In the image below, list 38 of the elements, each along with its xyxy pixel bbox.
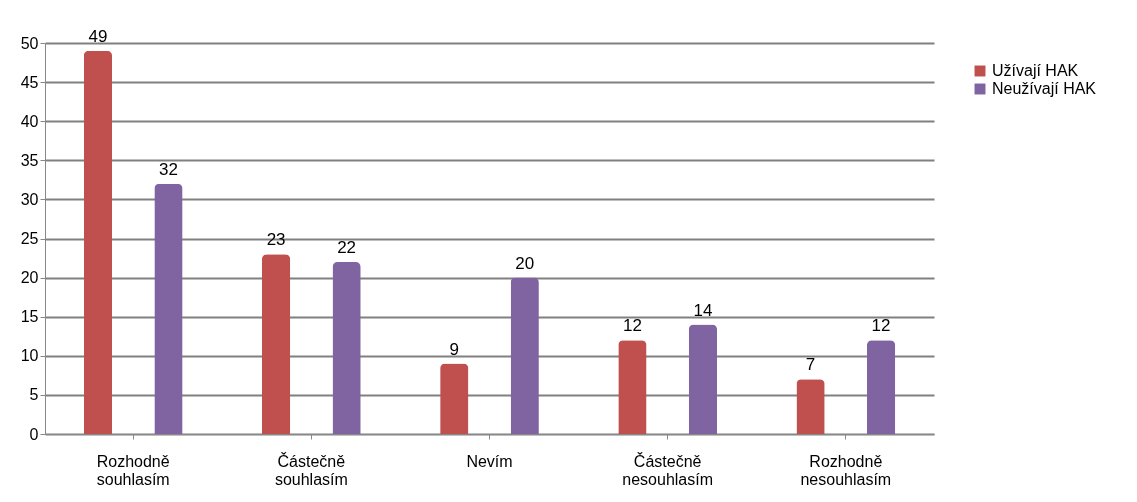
legend-label: Neužívají HAK <box>992 80 1097 97</box>
y-tick-label: 0 <box>29 425 39 443</box>
data-label: 22 <box>337 237 357 257</box>
data-label: 14 <box>693 300 713 320</box>
y-tick-label: 30 <box>20 190 39 208</box>
y-tick-label: 50 <box>20 34 39 52</box>
y-tick-label: 20 <box>20 269 39 287</box>
data-label: 20 <box>515 253 535 273</box>
bar <box>796 379 825 434</box>
data-label: 7 <box>805 355 816 375</box>
legend-label: Užívají HAK <box>992 62 1079 79</box>
y-tick-label: 5 <box>29 386 39 404</box>
x-tick-label: Rozhodně nesouhlasím <box>800 452 892 488</box>
y-tick-label: 15 <box>20 308 39 326</box>
bar <box>261 254 291 434</box>
bar <box>618 340 647 434</box>
data-label: 12 <box>871 316 891 336</box>
bar <box>83 50 113 434</box>
x-tick-label: Nevím <box>466 452 513 470</box>
y-tick-label: 40 <box>20 112 39 130</box>
data-label: 9 <box>449 339 459 359</box>
y-tick-label: 10 <box>20 347 39 365</box>
data-label: 49 <box>88 26 108 46</box>
bar <box>688 324 718 434</box>
x-tick-label: Rozhodně souhlasím <box>96 452 170 488</box>
y-tick-label: 35 <box>20 151 39 169</box>
y-tick-label: 25 <box>20 230 39 247</box>
bar <box>866 340 896 434</box>
bar <box>332 261 361 434</box>
bar <box>154 183 183 434</box>
y-tick-label: 45 <box>20 73 39 91</box>
x-tick-label: Částečně nesouhlasím <box>622 451 714 488</box>
data-label: 23 <box>266 230 286 250</box>
bar <box>510 277 539 434</box>
bar <box>440 363 469 434</box>
data-label: 32 <box>158 159 178 179</box>
data-label: 12 <box>622 316 642 336</box>
x-tick-label: Částečně souhlasím <box>274 451 348 488</box>
